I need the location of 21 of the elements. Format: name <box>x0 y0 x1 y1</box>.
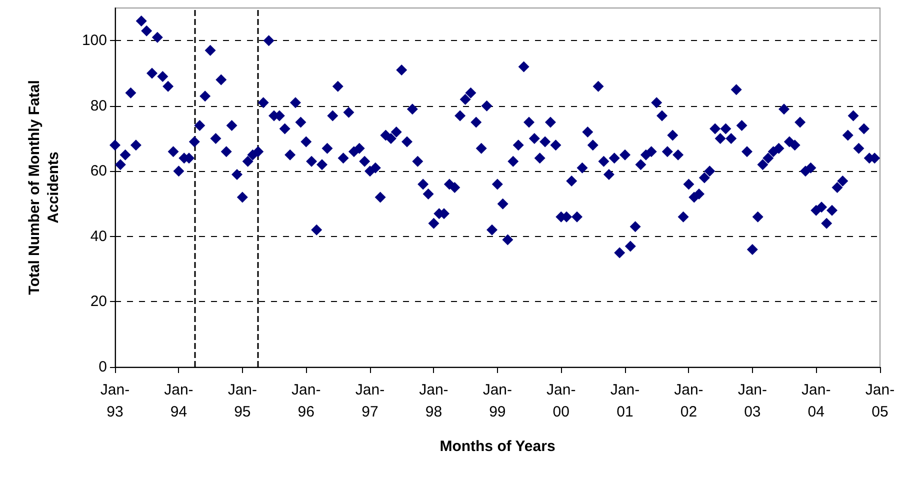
y-axis-title: Total Number of Monthly Fatal Accidents <box>26 80 62 295</box>
y-tick-label: 100 <box>82 32 107 50</box>
x-tick-label: Jan-94 <box>164 382 194 420</box>
y-tick-label: 40 <box>90 228 107 245</box>
x-tick-label: Jan-05 <box>865 382 895 420</box>
x-tick-label: Jan-96 <box>292 382 321 420</box>
x-tick-label: Jan-04 <box>802 382 831 420</box>
x-tick-label: Jan-95 <box>228 382 258 420</box>
y-tick-label: 20 <box>90 293 107 310</box>
x-tick-label: Jan-97 <box>355 382 385 420</box>
x-tick-label: Jan-00 <box>546 382 576 420</box>
x-tick-label: Jan-02 <box>674 382 704 420</box>
y-tick-label: 0 <box>98 358 107 376</box>
x-axis-title: Months of Years <box>440 438 556 455</box>
x-tick-label: Jan-03 <box>738 382 768 420</box>
x-tick-label: Jan-01 <box>610 382 640 420</box>
x-tick-label: Jan-93 <box>100 382 130 420</box>
x-tick-label: Jan-98 <box>419 382 448 420</box>
y-tick-label: 60 <box>90 162 107 180</box>
x-tick-label: Jan-99 <box>482 382 512 420</box>
y-tick-label: 80 <box>90 97 107 114</box>
